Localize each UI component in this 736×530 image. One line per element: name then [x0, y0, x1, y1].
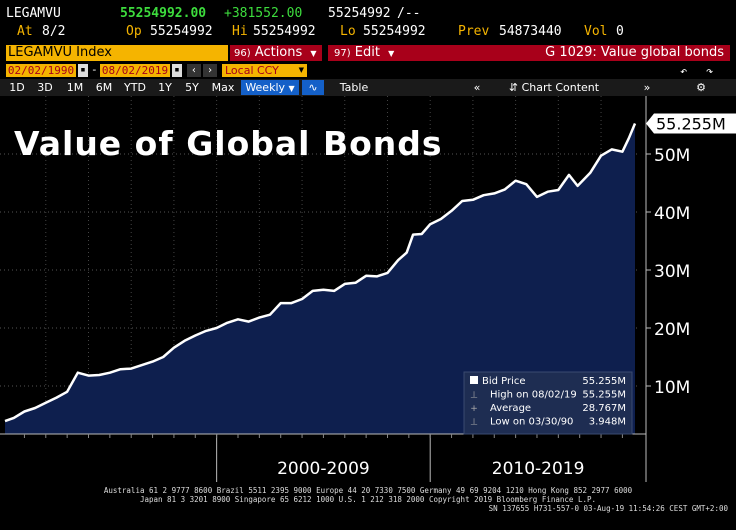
area-chart: 10M 20M 30M 40M 50M 2000-2009 2010-2019 55.25…	[0, 96, 736, 482]
change-value: +381552.00	[224, 6, 303, 21]
prev-value: 54873440	[499, 24, 562, 39]
expand-right-icon[interactable]: »	[643, 81, 651, 94]
legend-value: 28.767M	[582, 403, 626, 414]
legend-box	[463, 371, 633, 435]
caret-down-icon: ▼	[288, 84, 295, 93]
high-value: 55254992	[253, 24, 316, 39]
chart-title: Value of Global Bonds	[14, 124, 443, 163]
legend-label: Average	[490, 403, 531, 414]
edit-menu-button[interactable]: 97) Edit ▼	[328, 45, 412, 61]
open-value: 55254992	[150, 24, 213, 39]
period-button-3d[interactable]: 3D	[37, 81, 53, 94]
caret-down-icon: ▼	[298, 66, 304, 74]
caret-down-icon: ▼	[310, 49, 317, 58]
chevron-left-icon[interactable]: ‹	[187, 64, 201, 77]
last-value-label: 55.255M	[646, 113, 736, 134]
toolbar-main: LEGAMVU Index 96) Actions ▼ 97) Edit ▼ G…	[0, 44, 736, 62]
redo-icon[interactable]: ↷	[706, 64, 714, 78]
edit-label: Edit	[354, 45, 380, 60]
ticker: LEGAMVU	[6, 6, 61, 21]
collapse-left-icon[interactable]: «	[473, 81, 481, 94]
edit-key: 97)	[334, 48, 351, 59]
legend-label: Low on 03/30/90	[490, 417, 573, 428]
chart-content-icon: ⇵	[508, 81, 519, 94]
last-value: 55254992.00	[120, 6, 207, 21]
low-label: Lo	[340, 24, 356, 39]
period-button-5y[interactable]: 5Y	[185, 81, 199, 94]
toolbar-dates: 02/02/1990 ▪ - 08/02/2019 ▪ ‹ › Local CC…	[0, 63, 736, 79]
period-button-1m[interactable]: 1M	[66, 81, 84, 94]
y-axis: 10M 20M 30M 40M 50M	[645, 96, 690, 434]
legend-swatch	[470, 376, 478, 384]
y-tick-label: 10M	[654, 378, 690, 398]
footer-info: Australia 61 2 9777 8600 Brazil 5511 239…	[0, 486, 736, 513]
bid-price-line	[4, 123, 637, 423]
undo-icon[interactable]: ↶	[680, 64, 688, 78]
caret-down-icon: ▼	[388, 49, 395, 58]
at-label: At	[17, 24, 33, 39]
legend-label: High on 08/02/19	[490, 390, 577, 401]
last-value-tag	[646, 113, 736, 134]
actions-menu-button[interactable]: 96) Actions ▼	[230, 45, 322, 61]
period-button-1y[interactable]: 1Y	[158, 81, 172, 94]
gear-icon[interactable]: ⚙	[696, 81, 706, 94]
period-toolbar: 1D 3D 1M 6M YTD 1Y 5Y Max Weekly ▼ ∿ Tab…	[0, 79, 736, 96]
quote-line-1: LEGAMVU 55254992.00 +381552.00 55254992 …	[0, 6, 736, 23]
x-axis: 2000-2009 2010-2019	[0, 433, 647, 482]
legend-marker: ⊥	[470, 418, 478, 428]
y-tick-label: 40M	[654, 204, 690, 224]
low-value: 55254992	[363, 24, 426, 39]
legend-value: 55.255M	[582, 376, 626, 387]
legend-value: 3.948M	[589, 417, 626, 428]
security-label: LEGAMVU Index	[8, 45, 112, 60]
bid-ask-suffix: /--	[397, 6, 421, 21]
security-field[interactable]: LEGAMVU Index	[6, 45, 228, 61]
actions-key: 96)	[234, 48, 251, 59]
currency-select[interactable]: Local CCY ▼	[222, 64, 307, 77]
legend-label: Bid Price	[482, 376, 526, 387]
bid-ask-value: 55254992	[328, 6, 391, 21]
chart-legend: Bid Price 55.255M ⊥ High on 08/02/19 55.255M…	[463, 371, 633, 435]
open-label: Op	[126, 24, 142, 39]
chart-content-button[interactable]: ⇵ Chart Content	[508, 81, 600, 94]
x-group-label: 2000-2009	[277, 459, 370, 479]
start-date-input[interactable]: 02/02/1990	[6, 64, 76, 77]
line-chart-icon[interactable]: ∿	[302, 80, 324, 95]
table-button[interactable]: Table	[339, 81, 369, 94]
calendar-icon[interactable]: ▪	[78, 64, 88, 77]
period-button-1d[interactable]: 1D	[9, 81, 25, 94]
at-date: 8/2	[42, 24, 66, 39]
legend-marker: ⊥	[470, 391, 478, 401]
footer-line-2: Japan 81 3 3201 8900 Singapore 65 6212 1…	[139, 495, 597, 504]
y-tick-label: 30M	[654, 262, 690, 282]
period-button-6m[interactable]: 6M	[95, 81, 113, 94]
high-label: Hi	[232, 24, 248, 39]
bid-price-area	[5, 123, 635, 434]
legend-marker: +	[470, 404, 478, 414]
end-date-input[interactable]: 08/02/2019	[100, 64, 170, 77]
period-button-max[interactable]: Max	[211, 81, 235, 94]
period-button-ytd[interactable]: YTD	[124, 81, 146, 94]
x-group-label: 2010-2019	[492, 459, 585, 479]
y-tick-label: 20M	[654, 320, 690, 340]
calendar-icon[interactable]: ▪	[172, 64, 182, 77]
function-title: G 1029: Value global bonds	[412, 45, 730, 61]
volume-value: 0	[616, 24, 624, 39]
footer-line-1: Australia 61 2 9777 8600 Brazil 5511 239…	[103, 486, 633, 495]
y-tick-label: 50M	[654, 146, 690, 166]
legend-value: 55.255M	[582, 390, 626, 401]
last-value-text: 55.255M	[656, 115, 726, 134]
frequency-select[interactable]: Weekly ▼	[241, 80, 299, 95]
footer-line-3: SN 137655 H731-557-0 03-Aug-19 11:54:26 …	[488, 504, 728, 513]
actions-label: Actions	[254, 45, 303, 60]
date-separator: -	[91, 63, 98, 76]
prev-label: Prev	[458, 24, 490, 39]
chevron-right-icon[interactable]: ›	[203, 64, 217, 77]
quote-line-2: At 8/2 Op 55254992 Hi 55254992 Lo 552549…	[0, 24, 736, 41]
volume-label: Vol	[584, 24, 608, 39]
